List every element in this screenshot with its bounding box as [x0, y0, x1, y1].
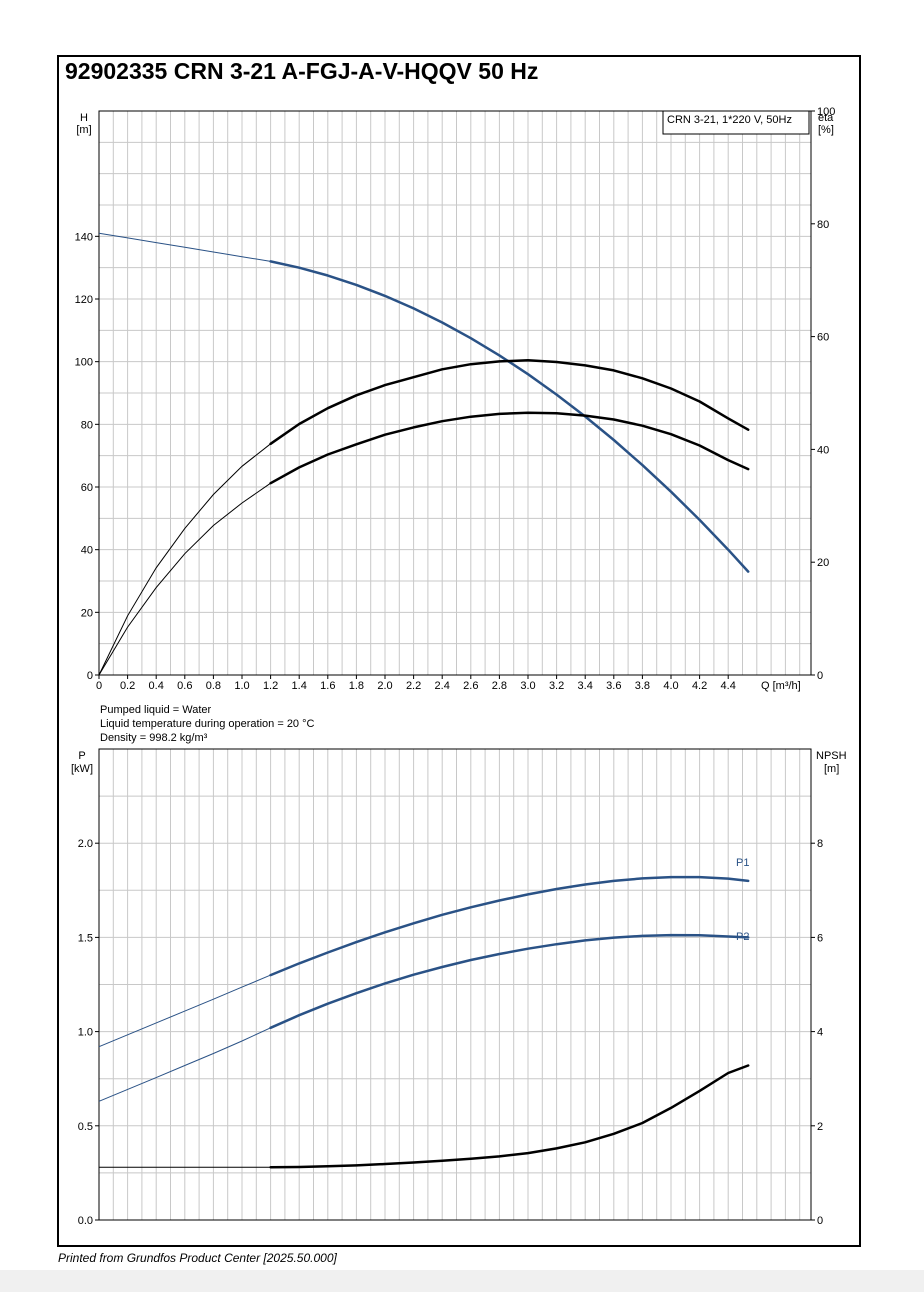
- top-x-tick-label: 3.0: [520, 680, 535, 692]
- top-right-tick-label: 60: [817, 332, 829, 344]
- bottom-left-tick-label: 1.5: [78, 932, 93, 944]
- top-x-tick-label: 1.2: [263, 680, 278, 692]
- top-x-tick-label: 2.6: [463, 680, 478, 692]
- bottom-plot-border: [98, 748, 812, 1221]
- page-title: 92902335 CRN 3-21 A-FGJ-A-V-HQQV 50 Hz: [65, 58, 539, 84]
- top-x-tick-label: 3.4: [578, 680, 593, 692]
- top-x-tick-label: 0: [96, 680, 102, 692]
- top-x-tick-label: 4.4: [721, 680, 736, 692]
- top-right-tick-label: 100: [817, 106, 835, 118]
- top-left-tick-label: 40: [81, 545, 93, 557]
- top-left-tick-label: 20: [81, 607, 93, 619]
- bottom-right-tick-label: 8: [817, 838, 823, 850]
- bottom-left-tick-label: 0.0: [78, 1215, 93, 1227]
- bottom-right-tick-label: 6: [817, 932, 823, 944]
- top-x-tick-label: 2.8: [492, 680, 507, 692]
- top-x-tick-label: 2.0: [377, 680, 392, 692]
- top-left-tick-label: 0: [87, 670, 93, 682]
- bottom-series-p1-extended: [98, 974, 271, 1048]
- top-series-0-extended: [98, 232, 271, 262]
- top-series-0-operating: [269, 260, 750, 573]
- note-density: Density = 998.2 kg/m³: [100, 732, 208, 744]
- bottom-series-p1-operating: [269, 875, 750, 977]
- note-liquid-temperature: Liquid temperature during operation = 20…: [100, 718, 315, 730]
- npsh-axis-label: NPSH: [816, 750, 847, 762]
- bottom-left-tick-label: 0.5: [78, 1121, 93, 1133]
- footer-note: Printed from Grundfos Product Center [20…: [58, 1251, 337, 1265]
- head-efficiency-plot: 0 20 40 60 80 100 120 140 0 20 40 60 80 100 0 0.2 0.4 0.6…: [75, 106, 836, 692]
- top-right-tick-label: 0: [817, 670, 823, 682]
- legend-box: [662, 110, 810, 135]
- q-axis-label: Q [m³/h]: [761, 680, 801, 692]
- top-x-tick-label: 0.4: [149, 680, 164, 692]
- h-axis-unit: [m]: [76, 124, 91, 136]
- top-x-tick-label: 4.0: [663, 680, 678, 692]
- top-x-tick-label: 3.8: [635, 680, 650, 692]
- top-x-tick-label: 0.8: [206, 680, 221, 692]
- p-axis-label: P: [78, 750, 85, 762]
- power-npsh-plot: 0.0 0.5 1.0 1.5 2.0 0 2 4 6 8: [78, 748, 823, 1227]
- top-x-tick-label: 3.2: [549, 680, 564, 692]
- bottom-left-tick-label: 2.0: [78, 838, 93, 850]
- bottom-right-tick-label: 2: [817, 1121, 823, 1133]
- top-right-tick-label: 20: [817, 557, 829, 569]
- top-x-tick-label: 2.2: [406, 680, 421, 692]
- top-x-tick-label: 3.6: [606, 680, 621, 692]
- top-x-tick-label: 2.4: [435, 680, 450, 692]
- bottom-left-tick-label: 1.0: [78, 1027, 93, 1039]
- eta-axis-unit: [%]: [818, 124, 834, 136]
- h-axis-label: H: [80, 112, 88, 124]
- npsh-axis-unit: [m]: [824, 763, 839, 775]
- top-left-tick-label: 120: [75, 294, 93, 306]
- eta-axis-label: eta: [818, 112, 834, 124]
- top-left-tick-label: 80: [81, 419, 93, 431]
- bottom-series-p2-extended: [98, 1027, 271, 1102]
- top-x-tick-label: 1.4: [292, 680, 307, 692]
- top-left-tick-label: 100: [75, 357, 93, 369]
- p1-curve-label: P1: [736, 857, 749, 869]
- top-x-tick-label: 0.2: [120, 680, 135, 692]
- top-x-tick-label: 0.6: [177, 680, 192, 692]
- bottom-right-tick-label: 4: [817, 1027, 823, 1039]
- p2-curve-label: P2: [736, 931, 749, 943]
- top-x-tick-label: 4.2: [692, 680, 707, 692]
- top-series-1-extended: [98, 443, 271, 676]
- top-right-tick-label: 40: [817, 444, 829, 456]
- top-right-tick-label: 80: [817, 219, 829, 231]
- p-axis-unit: [kW]: [71, 763, 93, 775]
- bottom-series-p2-operating: [269, 933, 750, 1030]
- chart-frame: [57, 55, 861, 1247]
- legend-text: CRN 3-21, 1*220 V, 50Hz: [667, 114, 792, 126]
- note-pumped-liquid: Pumped liquid = Water: [100, 704, 212, 716]
- top-series-2-operating: [269, 411, 750, 485]
- top-left-tick-label: 140: [75, 231, 93, 243]
- bottom-right-tick-label: 0: [817, 1215, 823, 1227]
- bottom-series-npsh-operating: [269, 1064, 750, 1169]
- top-x-tick-label: 1.8: [349, 680, 364, 692]
- top-left-tick-label: 60: [81, 482, 93, 494]
- top-series-1-operating: [269, 359, 750, 446]
- top-series-2-extended: [98, 482, 271, 676]
- top-x-tick-label: 1.6: [320, 680, 335, 692]
- top-x-tick-label: 1.0: [234, 680, 249, 692]
- top-plot-border: [98, 110, 812, 676]
